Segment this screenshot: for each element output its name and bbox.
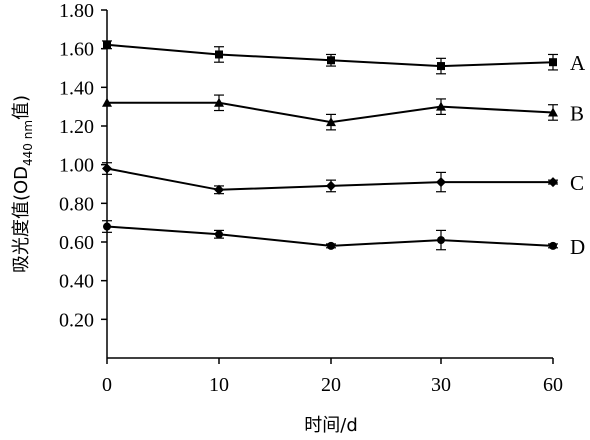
y-tick-label: 0.40 <box>59 271 94 293</box>
data-point-D <box>103 222 111 231</box>
y-tick-label: 0.60 <box>59 232 94 254</box>
data-point-C <box>102 163 112 174</box>
data-point-A <box>103 40 111 49</box>
y-axis-title: 吸光度值(OD440 nm值) <box>11 95 35 273</box>
data-point-A <box>327 56 335 65</box>
y-axis-title-suffix: 值) <box>11 95 32 120</box>
x-tick-label: 60 <box>543 374 563 396</box>
data-point-A <box>549 58 557 67</box>
data-point-D <box>215 230 223 239</box>
data-point-B <box>326 117 336 127</box>
data-point-C <box>548 177 558 188</box>
data-point-D <box>327 241 335 250</box>
x-axis-title: 时间/d <box>304 415 358 436</box>
data-point-B <box>548 107 558 117</box>
x-tick-label: 20 <box>321 374 341 396</box>
y-tick-label: 1.20 <box>59 116 94 138</box>
data-point-A <box>437 62 445 71</box>
data-point-C <box>326 180 336 191</box>
data-point-B <box>102 97 112 107</box>
y-tick-label: 1.80 <box>59 0 94 22</box>
data-point-D <box>549 241 557 250</box>
data-point-D <box>437 236 445 245</box>
y-tick-label: 1.60 <box>59 39 94 61</box>
series-label-D: D <box>570 235 585 259</box>
series-label-B: B <box>570 101 584 125</box>
y-tick-label: 0.20 <box>59 309 94 331</box>
series-label-C: C <box>570 171 584 195</box>
x-tick-label: 10 <box>209 374 229 396</box>
y-tick-label: 0.80 <box>59 193 94 215</box>
y-axis-title-prefix: 吸光度值(OD <box>11 166 32 273</box>
series-label-A: A <box>570 51 586 75</box>
data-point-C <box>214 184 224 195</box>
data-point-B <box>214 97 224 107</box>
x-tick-label: 0 <box>102 374 112 396</box>
data-point-A <box>215 50 223 59</box>
y-tick-label: 1.40 <box>59 77 94 99</box>
y-axis-title-subscript: 440 nm <box>21 120 35 166</box>
y-tick-label: 1.00 <box>59 155 94 177</box>
data-point-C <box>436 177 446 188</box>
data-point-B <box>436 101 446 111</box>
x-tick-label: 30 <box>431 374 451 396</box>
